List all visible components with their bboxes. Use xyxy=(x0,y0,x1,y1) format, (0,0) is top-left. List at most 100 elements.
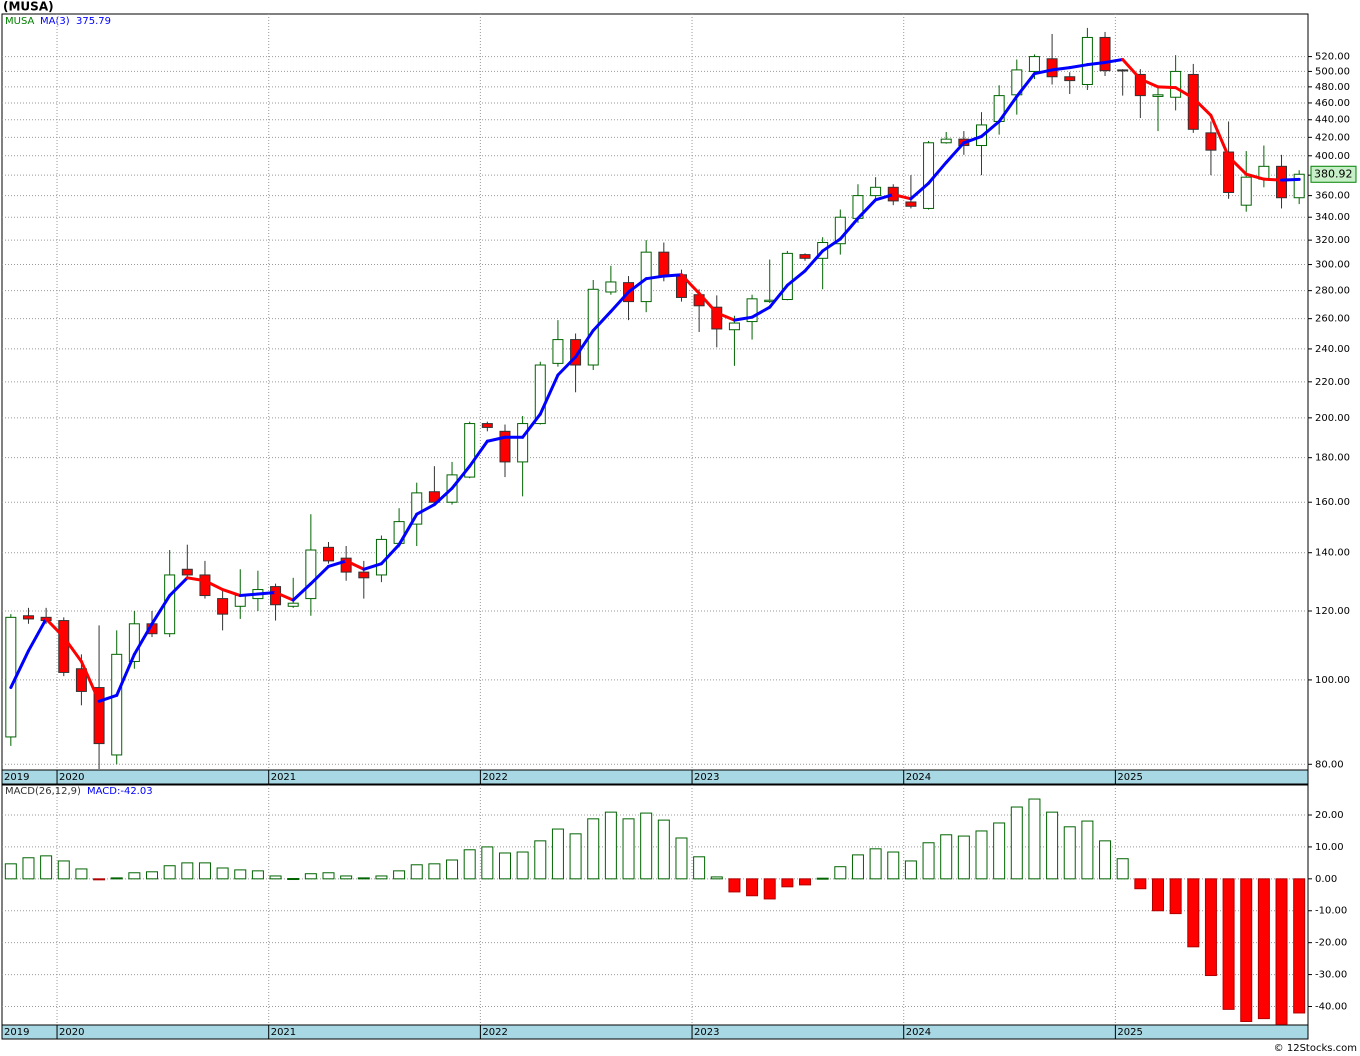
candle-body xyxy=(481,423,493,428)
macd-bar xyxy=(781,878,794,888)
ma-line xyxy=(62,635,83,663)
y-tick-label: -10.00 xyxy=(1315,906,1347,917)
macd-bar xyxy=(322,872,335,880)
ma-line xyxy=(1103,58,1125,64)
ma-line xyxy=(432,486,454,507)
macd-bar xyxy=(287,878,300,881)
ma-line xyxy=(891,193,913,201)
y-tick-label: 320.00 xyxy=(1315,235,1350,246)
ma-line xyxy=(679,273,701,295)
candle-body xyxy=(128,623,140,662)
macd-bar xyxy=(1293,878,1306,1014)
candle-body xyxy=(375,538,387,576)
ma-line xyxy=(856,198,878,220)
ma-line xyxy=(450,464,472,490)
macd-bar xyxy=(146,871,159,880)
ma-line xyxy=(574,328,595,359)
x-tick-label: 2021 xyxy=(271,772,296,783)
macd-bar xyxy=(216,867,229,880)
macd-bar xyxy=(110,877,123,880)
ma-line xyxy=(1174,86,1195,100)
ma-line xyxy=(221,588,242,598)
candle-body xyxy=(870,186,882,197)
candle-body xyxy=(923,142,935,209)
y-tick-label: 400.00 xyxy=(1315,151,1350,162)
candle-body xyxy=(570,339,582,366)
macd-bar xyxy=(604,811,617,880)
macd-bar xyxy=(799,878,812,886)
y-tick-label: 500.00 xyxy=(1315,66,1350,77)
ma-line xyxy=(327,559,348,568)
macd-bar xyxy=(869,848,882,880)
macd-bar xyxy=(975,830,988,880)
ma-line xyxy=(662,273,683,278)
macd-bar xyxy=(1010,806,1023,880)
y-tick-label: 360.00 xyxy=(1315,191,1350,202)
ma-line xyxy=(644,274,666,281)
candle-body xyxy=(940,138,952,144)
macd-bar xyxy=(234,869,247,880)
ma-line xyxy=(379,543,401,566)
ma-line xyxy=(538,373,560,416)
ma-line xyxy=(715,311,736,322)
ma-line xyxy=(203,579,225,592)
candle-body xyxy=(199,574,211,597)
ma-line xyxy=(97,693,119,703)
macd-bar xyxy=(622,818,635,880)
macd-bar xyxy=(269,875,282,880)
ma-line xyxy=(1191,96,1213,117)
macd-value: MACD:-42.03 xyxy=(87,786,153,797)
y-tick-label: 10.00 xyxy=(1315,842,1344,853)
candle-body xyxy=(181,568,193,576)
ma-line xyxy=(768,283,789,309)
x-tick-label: 2020 xyxy=(59,772,84,783)
candle-body xyxy=(1046,58,1058,78)
legend-symbol: MUSA xyxy=(5,16,34,27)
y-tick-label: 480.00 xyxy=(1315,82,1350,93)
y-tick-label: 80.00 xyxy=(1315,759,1344,770)
footer: © 12Stocks.com xyxy=(1274,1043,1357,1054)
macd-bar xyxy=(163,865,176,880)
date-strip xyxy=(1,1024,1309,1040)
candle-body xyxy=(323,546,334,562)
ma-line xyxy=(309,564,330,586)
ma-line xyxy=(838,216,860,241)
macd-bar xyxy=(1187,878,1200,948)
macd-bar xyxy=(1240,878,1253,1022)
macd-bar xyxy=(957,835,970,880)
ma-line xyxy=(79,659,101,703)
macd-bar xyxy=(1063,826,1076,880)
macd-bar xyxy=(75,868,88,880)
candle-body xyxy=(305,549,317,600)
macd-bar xyxy=(375,875,388,880)
candle-body xyxy=(75,668,87,692)
candle-body xyxy=(217,598,229,615)
y-tick-label: 200.00 xyxy=(1315,413,1350,424)
macd-bar xyxy=(93,878,106,881)
macd-bar xyxy=(993,822,1006,880)
date-strip xyxy=(1,769,1309,785)
y-tick-label: -20.00 xyxy=(1315,938,1347,949)
candle-body xyxy=(746,298,758,323)
x-tick-label: 2019 xyxy=(4,1027,29,1038)
candle-body xyxy=(1170,70,1182,98)
y-tick-label: 160.00 xyxy=(1315,497,1350,508)
macd-bar xyxy=(1116,858,1129,880)
ma-line xyxy=(485,435,507,443)
macd-bar xyxy=(746,878,759,897)
candle-body xyxy=(534,364,546,425)
candle-body xyxy=(411,492,423,525)
macd-bar xyxy=(1204,878,1217,977)
macd-bar xyxy=(675,837,688,880)
candle-body xyxy=(164,574,176,635)
y-tick-label: 340.00 xyxy=(1315,212,1350,223)
y-tick-label: 520.00 xyxy=(1315,52,1350,63)
ma-line xyxy=(1227,155,1248,176)
x-tick-label: 2022 xyxy=(482,1027,507,1038)
macd-bar xyxy=(1134,878,1147,890)
y-tick-label: 100.00 xyxy=(1315,675,1350,686)
y-tick-label: 280.00 xyxy=(1315,286,1350,297)
candle-body xyxy=(1223,151,1235,193)
macd-bar xyxy=(198,862,211,880)
ma-line xyxy=(1280,177,1301,182)
